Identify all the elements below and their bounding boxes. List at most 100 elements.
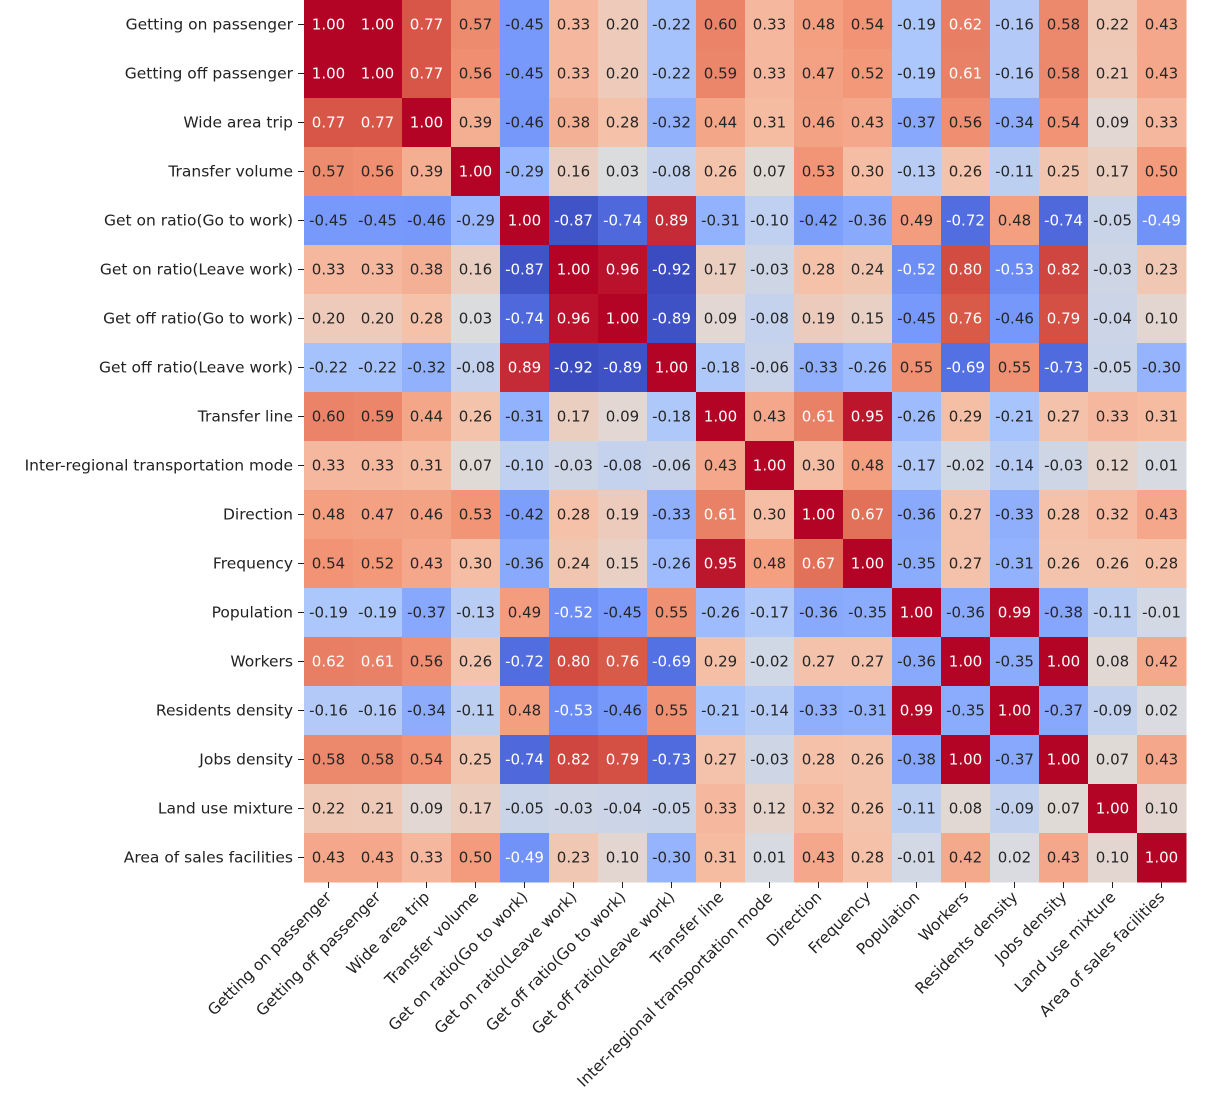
heatmap-cell (1039, 588, 1089, 638)
heatmap-cell (990, 294, 1040, 344)
heatmap-cell (745, 392, 795, 442)
cell-value-label: 0.33 (1145, 114, 1178, 132)
cell-value-label: -0.03 (1093, 261, 1132, 279)
cell-value-label: 0.33 (1096, 408, 1129, 426)
heatmap-cell (990, 196, 1040, 246)
heatmap-cell (990, 147, 1040, 197)
heatmap-cell (549, 441, 599, 491)
cell-value-label: 0.09 (606, 408, 639, 426)
cell-value-label: 0.52 (361, 555, 394, 573)
cell-value-label: -0.35 (946, 702, 985, 720)
cell-value-label: 0.23 (557, 849, 590, 867)
heatmap-cell (598, 441, 648, 491)
cell-value-label: -0.10 (505, 457, 544, 475)
heatmap-cell (696, 392, 746, 442)
heatmap-cell (353, 49, 403, 99)
cell-value-label: -0.04 (1093, 310, 1132, 328)
heatmap-cell (1137, 833, 1187, 883)
cell-value-label: -0.87 (505, 261, 544, 279)
heatmap-cell (941, 0, 991, 50)
heatmap-cell (549, 343, 599, 393)
cell-value-label: 0.44 (410, 408, 443, 426)
cell-value-label: -0.13 (456, 604, 495, 622)
cell-value-label: 0.39 (410, 163, 443, 181)
heatmap-cell (745, 98, 795, 148)
heatmap-cell (304, 196, 354, 246)
cell-value-label: -0.05 (1093, 212, 1132, 230)
cell-value-label: 0.27 (949, 555, 982, 573)
heatmap-cell (745, 147, 795, 197)
cell-value-label: -0.17 (750, 604, 789, 622)
cell-value-label: 0.96 (557, 310, 590, 328)
row-label: Transfer line (197, 408, 293, 426)
heatmap-cell (402, 833, 452, 883)
cell-value-label: 0.24 (557, 555, 590, 573)
heatmap-cell (500, 637, 550, 687)
cell-value-label: 0.46 (410, 506, 443, 524)
cell-value-label: -0.05 (1093, 359, 1132, 377)
cell-value-label: 0.17 (1096, 163, 1129, 181)
cell-value-label: 0.67 (851, 506, 884, 524)
cell-value-label: -0.16 (995, 16, 1034, 34)
heatmap-cell (892, 245, 942, 295)
cell-value-label: 0.26 (1047, 555, 1080, 573)
heatmap-cell (892, 490, 942, 540)
cell-value-label: 0.55 (655, 702, 688, 720)
cell-value-label: 0.49 (900, 212, 933, 230)
heatmap-cell (549, 392, 599, 442)
cell-value-label: 0.43 (753, 408, 786, 426)
heatmap-cell (500, 441, 550, 491)
cell-value-label: 0.58 (1047, 65, 1080, 83)
cell-value-label: -0.37 (995, 751, 1034, 769)
cell-value-label: 0.82 (557, 751, 590, 769)
heatmap-cell (402, 735, 452, 785)
cell-value-label: -0.45 (603, 604, 642, 622)
cell-value-label: -0.52 (897, 261, 936, 279)
cell-value-label: 0.79 (1047, 310, 1080, 328)
heatmap-cell (1088, 392, 1138, 442)
cell-value-label: -0.35 (995, 653, 1034, 671)
cell-value-label: -0.49 (1142, 212, 1181, 230)
heatmap-cell (1088, 686, 1138, 736)
heatmap-cell (500, 196, 550, 246)
cell-value-label: 0.28 (557, 506, 590, 524)
cell-value-label: 0.99 (900, 702, 933, 720)
cell-value-label: 0.15 (606, 555, 639, 573)
heatmap-cell (1039, 343, 1089, 393)
heatmap-cell (843, 588, 893, 638)
heatmap-cell (745, 588, 795, 638)
heatmap-cell (1137, 539, 1187, 589)
heatmap-cell (647, 784, 697, 834)
heatmap-cell (696, 637, 746, 687)
heatmap-cell (941, 49, 991, 99)
heatmap-cell (1137, 784, 1187, 834)
cell-value-label: 0.43 (1145, 506, 1178, 524)
cell-value-label: 0.08 (949, 800, 982, 818)
cell-value-label: 0.95 (704, 555, 737, 573)
cell-value-label: -0.46 (505, 114, 544, 132)
cell-value-label: 0.28 (1047, 506, 1080, 524)
cell-value-label: 1.00 (1047, 751, 1080, 769)
heatmap-cell (304, 539, 354, 589)
heatmap-cell (549, 735, 599, 785)
cell-value-label: -0.37 (1044, 702, 1083, 720)
cell-value-label: -0.05 (652, 800, 691, 818)
cell-value-label: -0.53 (554, 702, 593, 720)
cell-value-label: 0.17 (557, 408, 590, 426)
heatmap-cell (941, 735, 991, 785)
cell-value-label: -0.37 (897, 114, 936, 132)
cell-value-label: -0.36 (799, 604, 838, 622)
heatmap-cell (402, 686, 452, 736)
cell-value-label: -0.13 (897, 163, 936, 181)
heatmap-cell (598, 98, 648, 148)
cell-value-label: 0.20 (606, 16, 639, 34)
heatmap-cell (647, 588, 697, 638)
cell-value-label: 0.27 (1047, 408, 1080, 426)
heatmap-cell (990, 539, 1040, 589)
cell-value-label: 0.27 (949, 506, 982, 524)
cell-value-label: 1.00 (998, 702, 1031, 720)
cell-value-label: 0.58 (312, 751, 345, 769)
heatmap-cell (304, 392, 354, 442)
heatmap-cell (549, 539, 599, 589)
cell-value-label: 0.39 (459, 114, 492, 132)
